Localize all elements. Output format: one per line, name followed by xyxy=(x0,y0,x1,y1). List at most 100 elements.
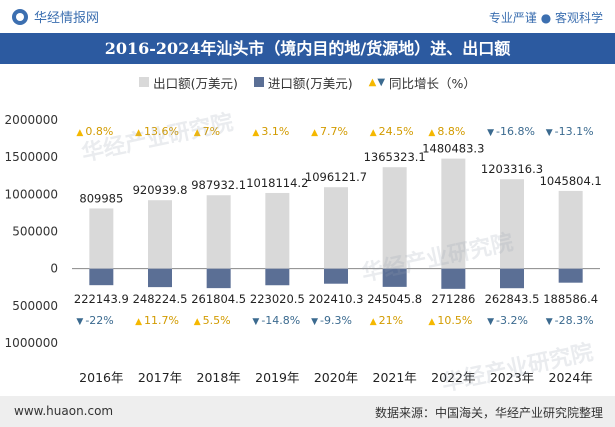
export-value-label: 1045804.1 xyxy=(540,174,602,188)
export-bar xyxy=(558,190,583,269)
export-growth-label: 8.8% xyxy=(437,125,465,138)
export-bar xyxy=(265,192,290,269)
legend-import: 进口额(万美元) xyxy=(253,73,353,92)
import-growth-label: -14.8% xyxy=(261,314,300,327)
import-bar xyxy=(89,268,114,286)
export-value-label: 1480483.3 xyxy=(422,142,484,156)
x-tick-label: 2021年 xyxy=(373,370,417,385)
down-arrow-icon: ▼ xyxy=(76,317,83,327)
down-arrow-icon: ▼ xyxy=(487,128,494,138)
up-arrow-icon: ▲ xyxy=(76,128,83,138)
import-growth-label: -9.3% xyxy=(320,314,352,327)
import-value-label: 188586.4 xyxy=(543,292,598,306)
down-arrow-icon: ▼ xyxy=(487,317,494,327)
export-bar xyxy=(89,208,114,269)
footer-url[interactable]: www.huaon.com xyxy=(14,404,114,418)
import-bar xyxy=(500,268,524,289)
legend-import-label: 进口额(万美元) xyxy=(267,75,353,91)
import-value-label: 261804.5 xyxy=(191,292,246,306)
up-arrow-icon: ▲ xyxy=(428,128,435,138)
y-tick-label: 500000 xyxy=(12,299,58,313)
down-arrow-icon: ▼ xyxy=(546,128,553,138)
export-growth-label: 0.8% xyxy=(85,125,113,138)
export-value-label: 1018114.2 xyxy=(246,176,308,190)
y-tick-label: 1000000 xyxy=(5,336,58,350)
import-value-label: 245045.8 xyxy=(367,292,422,306)
export-value-label: 809985 xyxy=(79,191,123,205)
legend-export-swatch xyxy=(139,77,150,87)
export-value-label: 1203316.3 xyxy=(481,162,543,176)
export-bar xyxy=(324,187,348,269)
legend: 出口额(万美元) 进口额(万美元) ▲ ▼ 同比增长（%） xyxy=(0,73,615,91)
export-growth-label: -13.1% xyxy=(555,125,594,138)
up-arrow-icon: ▲ xyxy=(428,317,435,327)
brand[interactable]: 华经情报网 xyxy=(12,7,99,26)
export-growth-label: 3.1% xyxy=(261,125,289,138)
import-value-label: 222143.9 xyxy=(74,292,129,306)
x-tick-label: 2024年 xyxy=(549,370,593,385)
up-arrow-icon: ▲ xyxy=(194,317,201,327)
import-value-label: 202410.3 xyxy=(309,292,364,306)
y-tick-label: 500000 xyxy=(12,225,58,239)
export-growth-label: -16.8% xyxy=(496,125,535,138)
x-tick-label: 2018年 xyxy=(197,370,241,385)
export-value-label: 1365323.1 xyxy=(364,150,426,164)
up-arrow-icon: ▲ xyxy=(194,128,201,138)
y-tick-label: 2000000 xyxy=(5,113,58,127)
export-growth-label: 24.5% xyxy=(379,125,414,138)
down-arrow-icon: ▼ xyxy=(546,317,553,327)
import-bar xyxy=(324,268,348,284)
export-growth-label: 13.6% xyxy=(144,125,179,138)
brand-name: 华经情报网 xyxy=(34,11,100,26)
y-tick-label: 1500000 xyxy=(5,150,58,164)
import-bar xyxy=(265,268,290,286)
import-growth-label: -22% xyxy=(85,314,113,327)
legend-export: 出口额(万美元) xyxy=(139,73,238,92)
up-arrow-icon: ▲ xyxy=(368,76,377,88)
up-arrow-icon: ▲ xyxy=(135,128,142,138)
up-arrow-icon: ▲ xyxy=(370,128,377,138)
import-growth-label: -3.2% xyxy=(496,314,528,327)
down-arrow-icon: ▼ xyxy=(377,76,386,88)
legend-growth-label: 同比增长（%） xyxy=(389,75,476,91)
import-bar xyxy=(206,268,231,289)
export-value-label: 987932.1 xyxy=(191,178,246,192)
up-arrow-icon: ▲ xyxy=(311,128,318,138)
tagline: 专业严谨 ● 客观科学 xyxy=(488,11,603,25)
export-bar xyxy=(441,158,466,269)
x-tick-label: 2016年 xyxy=(79,370,123,385)
chart-title: 2016-2024年汕头市（境内目的地/货源地）进、出口额 xyxy=(0,33,615,64)
import-growth-label: 10.5% xyxy=(437,314,472,327)
import-value-label: 223020.5 xyxy=(250,292,305,306)
x-tick-label: 2023年 xyxy=(490,370,534,385)
import-value-label: 271286 xyxy=(431,292,475,306)
export-bar xyxy=(206,195,231,269)
import-value-label: 262843.5 xyxy=(485,292,540,306)
legend-growth: ▲ ▼ 同比增长（%） xyxy=(369,73,476,92)
import-bar xyxy=(441,268,466,289)
export-bar xyxy=(382,167,407,269)
import-bar xyxy=(148,268,172,288)
export-bar xyxy=(148,200,172,269)
x-tick-label: 2022年 xyxy=(431,370,475,385)
import-bar xyxy=(382,268,407,287)
up-arrow-icon: ▲ xyxy=(135,317,142,327)
import-value-label: 248224.5 xyxy=(133,292,188,306)
footer: www.huaon.com 数据来源：中国海关，华经产业研究院整理 xyxy=(0,396,615,427)
y-tick-label: 1000000 xyxy=(5,187,58,201)
footer-source: 数据来源：中国海关，华经产业研究院整理 xyxy=(374,406,603,420)
import-growth-label: -28.3% xyxy=(555,314,594,327)
import-growth-label: 5.5% xyxy=(203,314,231,327)
x-tick-label: 2017年 xyxy=(138,370,182,385)
down-arrow-icon: ▼ xyxy=(252,317,259,327)
export-value-label: 1096121.7 xyxy=(305,170,367,184)
export-growth-label: 7.7% xyxy=(320,125,348,138)
up-arrow-icon: ▲ xyxy=(370,317,377,327)
x-tick-label: 2020年 xyxy=(314,370,358,385)
legend-export-label: 出口额(万美元) xyxy=(153,75,238,91)
x-tick-label: 2019年 xyxy=(255,370,299,385)
export-bar xyxy=(500,179,524,269)
down-arrow-icon: ▼ xyxy=(311,317,318,327)
legend-import-swatch xyxy=(253,77,264,87)
